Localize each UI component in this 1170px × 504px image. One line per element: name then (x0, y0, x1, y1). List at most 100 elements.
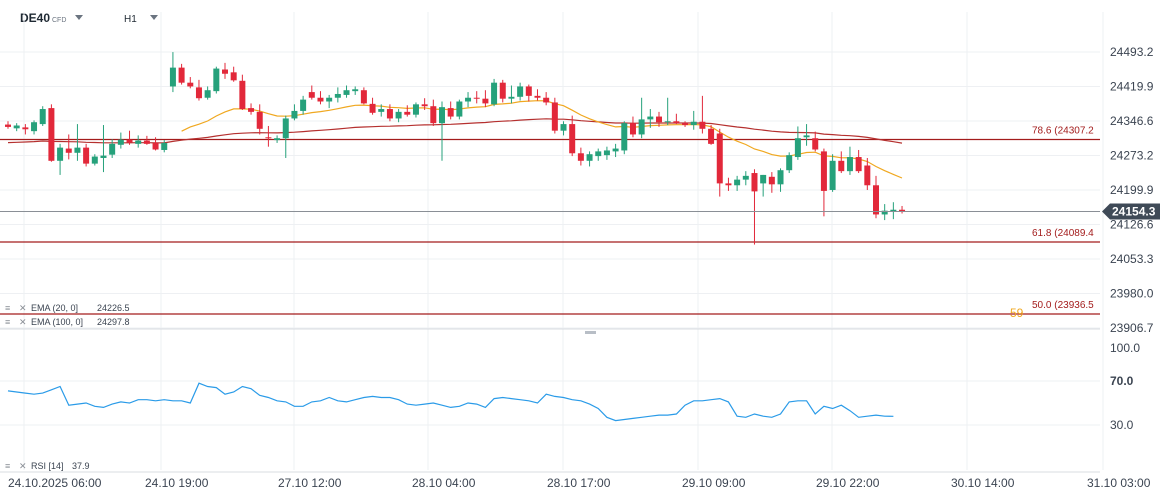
candle (777, 168, 784, 192)
candle-body (291, 110, 298, 119)
ema20-legend-label: EMA (20, 0] (31, 303, 78, 313)
symbol-dropdown-icon[interactable] (75, 15, 83, 20)
price-tick-label: 24126.6 (1110, 218, 1154, 232)
candle (803, 124, 810, 146)
fib-level-label: 61.8 (24089.4 (1032, 228, 1094, 239)
candle-body (820, 151, 827, 191)
ema100-legend[interactable]: ≡ ✕ EMA (100, 0] 24297.8 (5, 317, 130, 327)
time-tick-label: 29.10 22:00 (816, 476, 880, 490)
last-price-marker: 24154.3 (0, 203, 1160, 220)
candle (656, 111, 662, 127)
candle (708, 125, 715, 145)
candle-body (595, 151, 602, 157)
candle-body (603, 150, 610, 156)
candle-body (577, 153, 584, 161)
candle (317, 91, 324, 105)
candle-body (786, 155, 793, 171)
candle (395, 109, 402, 123)
drag-handle-icon[interactable]: ≡ (5, 303, 10, 313)
candle (569, 115, 576, 157)
candle-body (473, 97, 480, 99)
candle (204, 86, 211, 100)
candle (499, 79, 506, 103)
candle (543, 92, 550, 106)
remove-indicator-icon[interactable]: ✕ (19, 461, 27, 471)
candle-body (222, 69, 228, 74)
candle-body (873, 185, 879, 215)
candle (74, 124, 81, 161)
candle-body (230, 72, 237, 81)
candle (447, 101, 454, 120)
price-tick-label: 24346.6 (1110, 114, 1154, 128)
fibonacci-levels: 78.6 (24307.2 61.8 (24089.4 50.0 (23936.5 (0, 126, 1100, 315)
timeframe-dropdown-icon[interactable] (150, 15, 158, 20)
candle-body (39, 109, 46, 125)
fib-level-label: 78.6 (24307.2 (1032, 126, 1094, 137)
candle-body (100, 155, 107, 158)
candle-body (447, 108, 454, 117)
candle (786, 152, 793, 174)
candle (360, 87, 367, 105)
candle-body (751, 173, 758, 192)
pane-resize-handle[interactable] (585, 331, 596, 334)
candle-body (629, 123, 636, 135)
candle (100, 125, 107, 173)
candle-body (213, 68, 220, 92)
price-tick-label: 23906.7 (1110, 321, 1154, 335)
candle (855, 149, 862, 174)
candle-body (378, 109, 385, 112)
candle-body (838, 160, 845, 172)
candle (31, 120, 38, 135)
candle (760, 174, 767, 197)
candle (508, 85, 515, 104)
candle (716, 128, 723, 197)
ema20-legend[interactable]: ≡ ✕ EMA (20, 0] 24226.5 (5, 303, 130, 313)
candle (612, 143, 619, 158)
candle (109, 139, 116, 158)
drag-handle-icon[interactable]: ≡ (5, 317, 10, 327)
candle-body (699, 121, 706, 129)
candle-body (187, 82, 194, 87)
candle-body (360, 90, 367, 104)
candle (239, 74, 246, 110)
candle (117, 132, 124, 149)
candle (265, 125, 272, 147)
candle-body (499, 82, 506, 99)
candle-body (768, 176, 775, 185)
candle-body (22, 127, 29, 130)
remove-indicator-icon[interactable]: ✕ (19, 317, 27, 327)
candle (673, 113, 680, 125)
candle-body (152, 142, 159, 150)
remove-indicator-icon[interactable]: ✕ (19, 303, 27, 313)
time-tick-label: 28.10 04:00 (412, 476, 476, 490)
candle (899, 205, 906, 214)
candle (22, 124, 29, 135)
candle (291, 104, 298, 121)
candle (734, 175, 741, 191)
candle (169, 52, 176, 93)
candle-body (560, 124, 567, 131)
candle-body (734, 179, 741, 186)
fib-level-label: 50.0 (23936.5 (1032, 300, 1094, 311)
candle-body (117, 139, 124, 145)
candle-body (716, 133, 723, 184)
candle (473, 91, 480, 104)
candle-body (239, 80, 246, 110)
time-tick-label: 28.10 17:00 (547, 476, 611, 490)
candle-body (13, 125, 20, 129)
candle (430, 99, 437, 126)
candle (334, 87, 341, 103)
drag-handle-icon[interactable]: ≡ (5, 461, 10, 471)
candle-body (621, 123, 628, 151)
candle (369, 97, 376, 115)
candle-body (525, 86, 532, 96)
candle-body (178, 67, 185, 83)
candle-body (864, 165, 871, 186)
timeframe-label: H1 (124, 14, 137, 25)
rsi-legend[interactable]: ≡ ✕ RSI [14] 37.9 (5, 461, 90, 471)
candle-body (126, 139, 133, 143)
candle (690, 110, 697, 130)
rsi-pane: 100.0 70.0 30.0 (0, 341, 1140, 432)
